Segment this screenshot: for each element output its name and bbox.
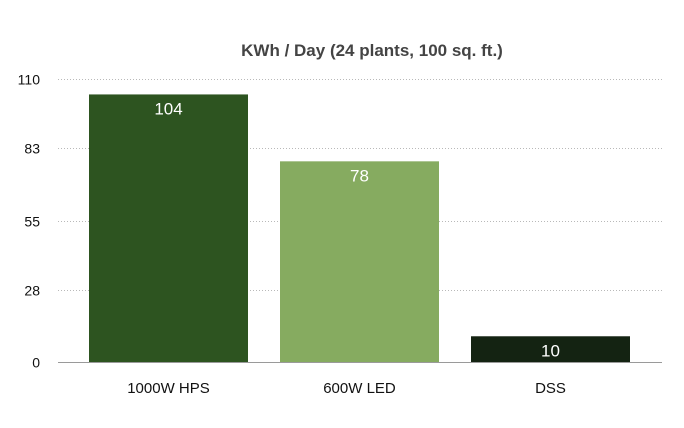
data-labels: 104 78 10 xyxy=(154,99,560,360)
data-label: 104 xyxy=(154,99,182,118)
chart-title: KWh / Day (24 plants, 100 sq. ft.) xyxy=(241,41,503,60)
y-tick-label: 55 xyxy=(24,214,40,230)
x-tick-label: 600W LED xyxy=(323,380,396,397)
bars xyxy=(89,94,630,362)
y-tick-label: 110 xyxy=(18,72,41,88)
bar-600w-led xyxy=(280,161,439,362)
data-label: 10 xyxy=(541,341,560,360)
x-axis-ticks: 1000W HPS 600W LED DSS xyxy=(127,380,566,397)
y-tick-label: 0 xyxy=(32,355,40,371)
y-tick-label: 28 xyxy=(24,283,40,299)
gridlines xyxy=(58,79,662,363)
y-axis-ticks: 0 28 55 83 110 xyxy=(18,72,41,371)
x-tick-label: DSS xyxy=(535,380,566,397)
y-tick-label: 83 xyxy=(24,141,40,157)
bar-1000w-hps xyxy=(89,94,248,362)
bar-dss xyxy=(471,336,630,362)
x-tick-label: 1000W HPS xyxy=(127,380,210,397)
data-label: 78 xyxy=(350,166,369,185)
